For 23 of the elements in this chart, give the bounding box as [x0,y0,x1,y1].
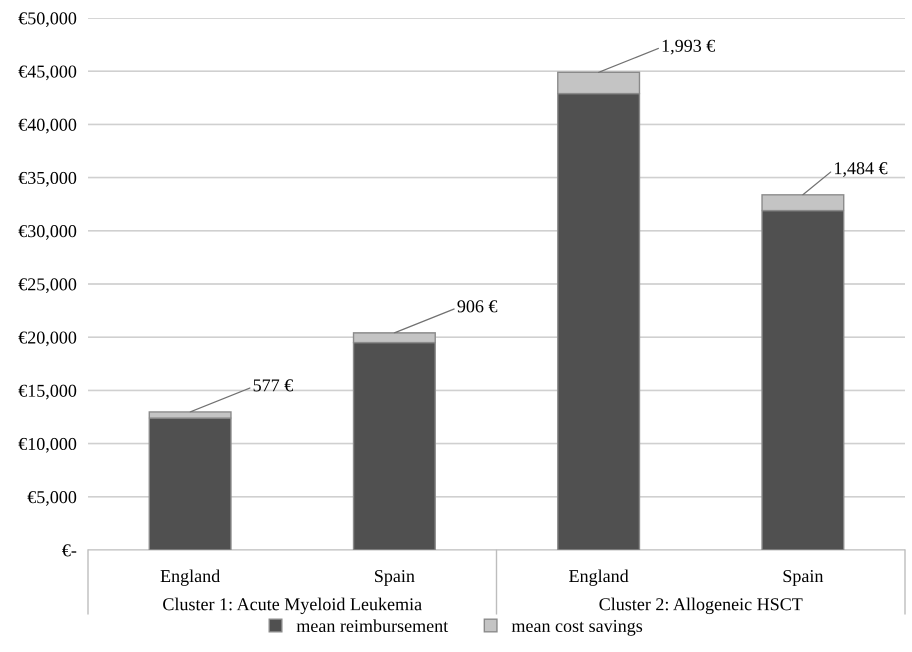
legend-label: mean cost savings [512,620,642,636]
text: Cluster 2: Allogeneic HSCT [599,598,803,614]
y-tick-label: €20,000 [18,331,76,346]
y-tick-label: €45,000 [18,65,76,80]
data-label: 577 € [254,379,293,392]
y-tick-label: €40,000 [18,118,76,134]
data-label: 906 € [457,300,498,312]
data-label: 1,484 € [835,162,888,177]
x-tick-label: Spain [784,570,824,586]
x-tick-label: England [569,569,628,586]
y-tick-label: €35,000 [18,172,76,187]
data-label: 1,993 € [662,40,716,54]
legend-label: mean reimbursement [296,619,448,632]
y-tick-label: €30,000 [18,225,76,240]
y-tick-label: €15,000 [18,384,76,400]
y-tick-label: €5,000 [28,491,76,506]
y-tick-label: €- [62,544,76,556]
x-tick-label: England [160,569,220,586]
x-tick-label: Spain [375,570,415,586]
y-tick-label: €25,000 [18,278,76,294]
text: Cluster 1: Acute Myeloid Leukemia [163,598,422,614]
y-tick-label: €50,000 [18,12,76,28]
y-tick-label: €10,000 [18,438,76,453]
